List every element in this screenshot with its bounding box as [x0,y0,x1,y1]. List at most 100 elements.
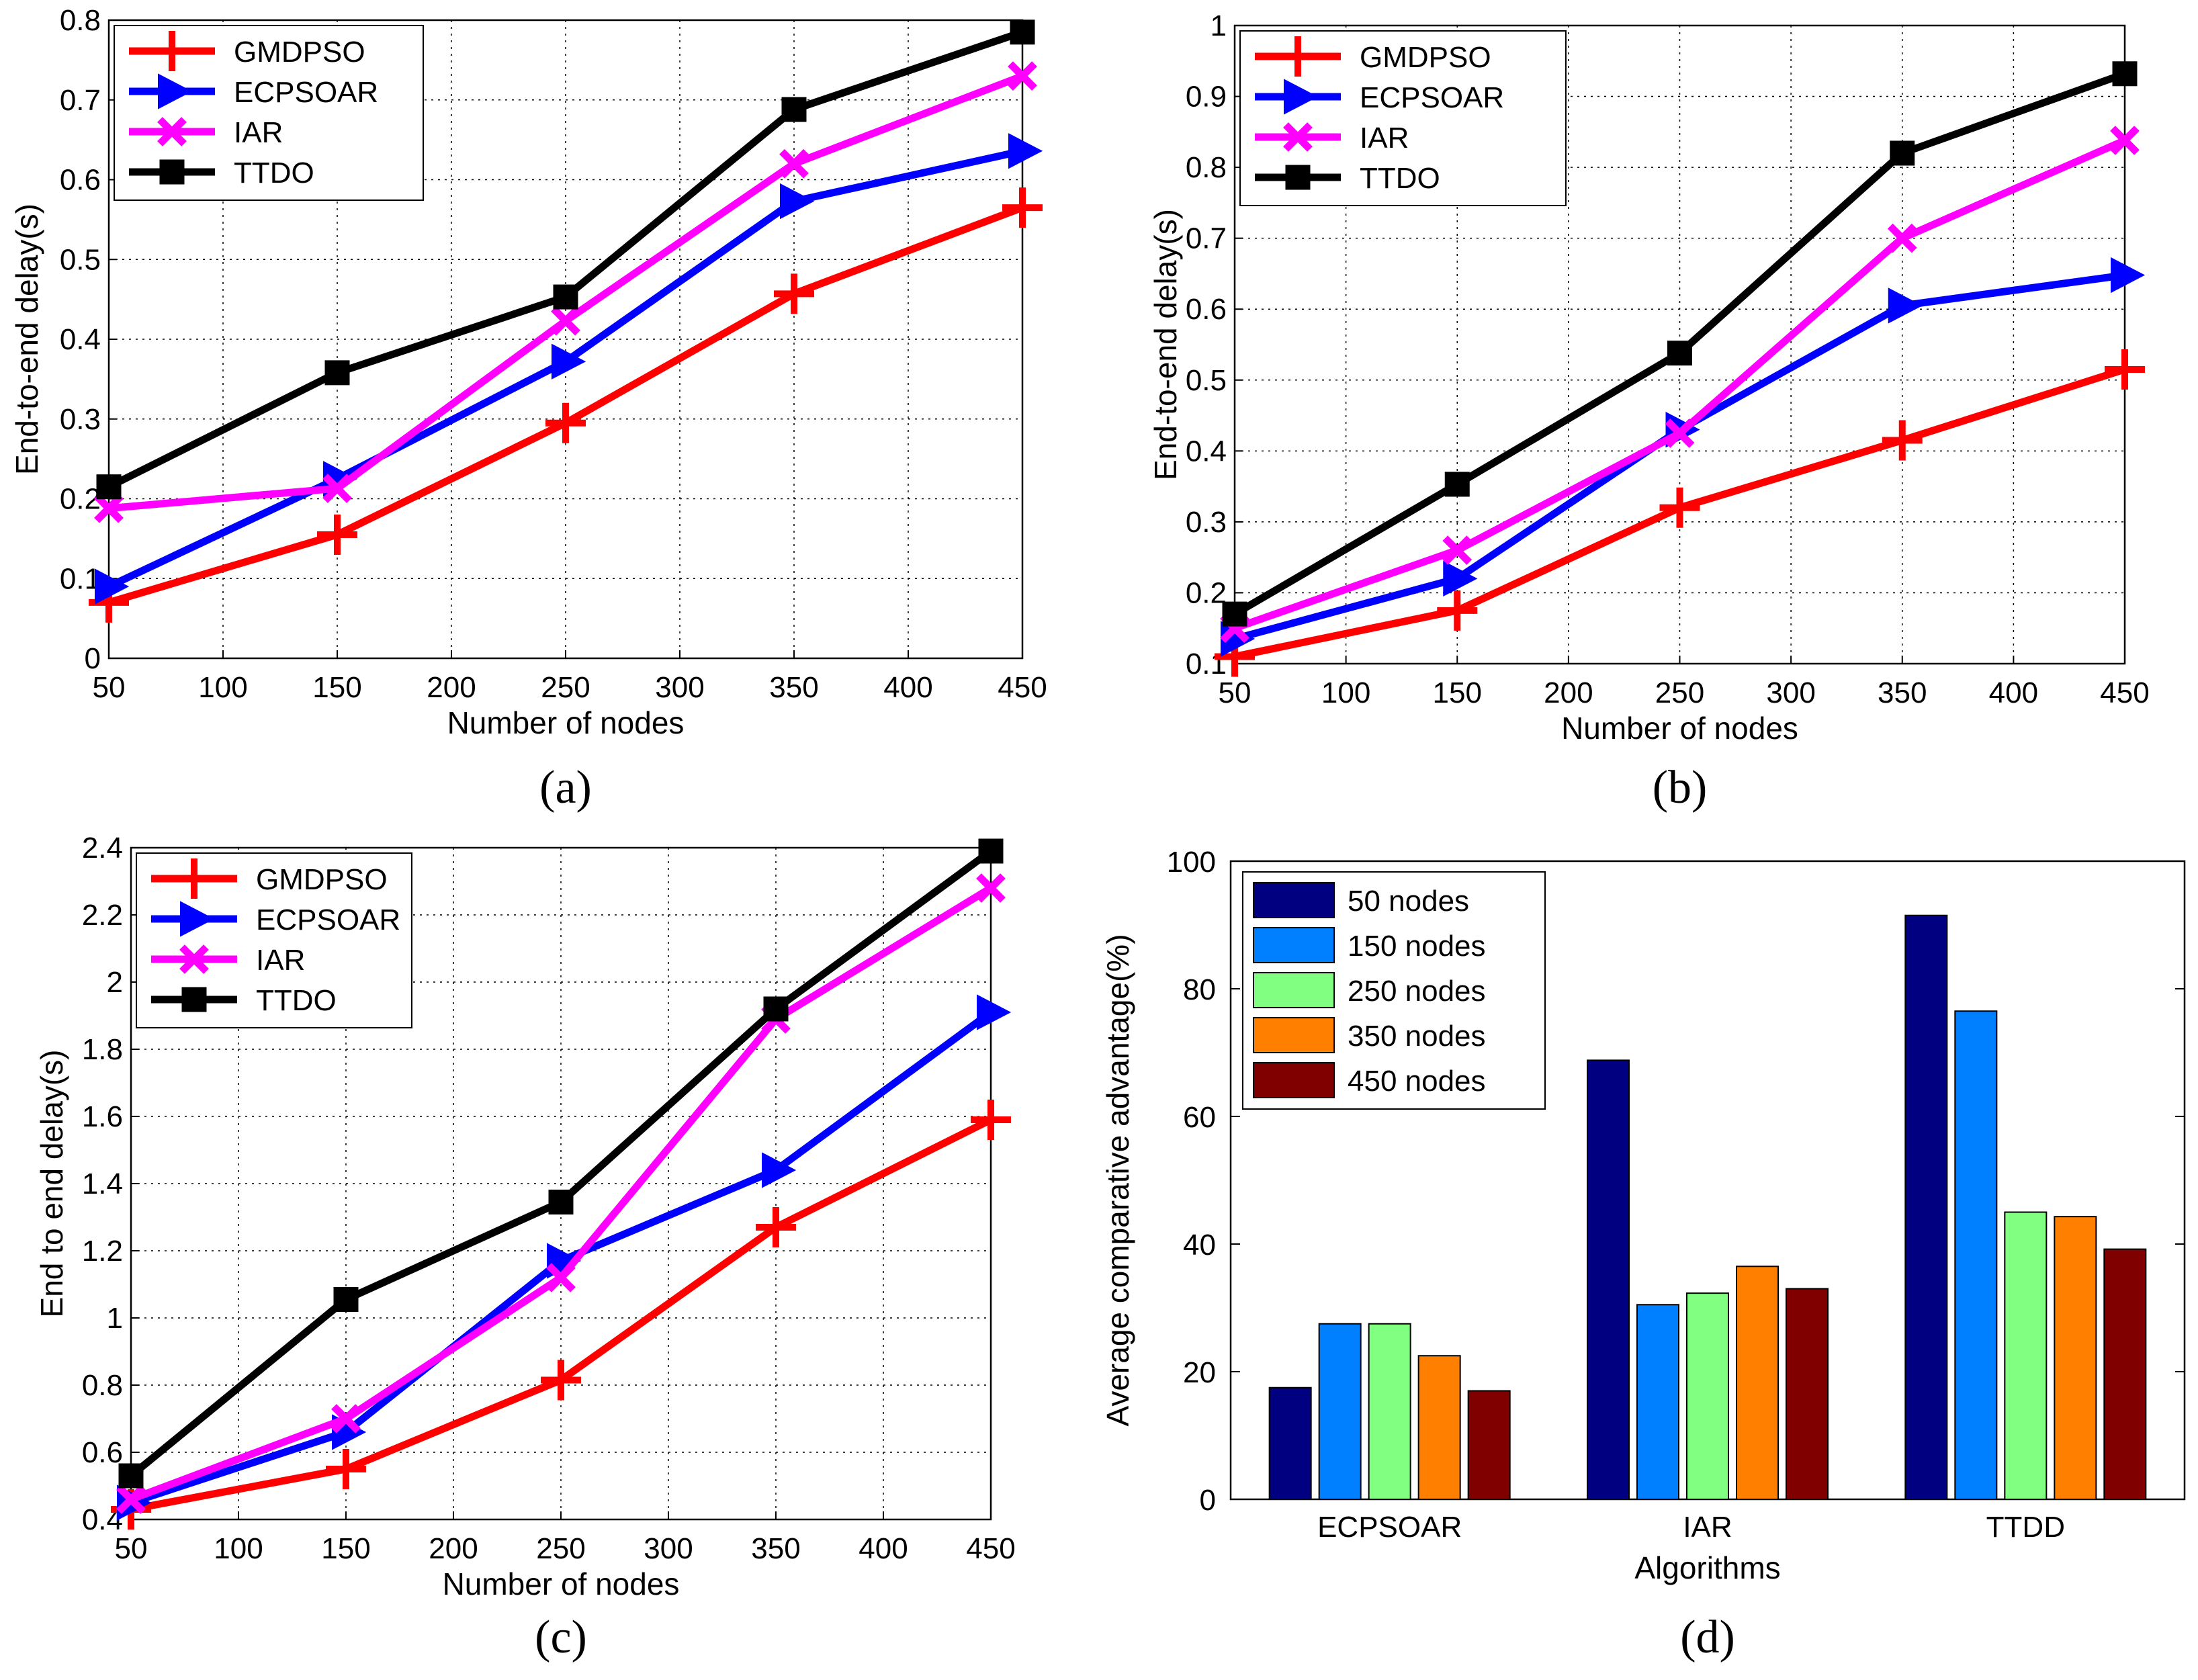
y-tick-label: 1 [1211,9,1227,42]
y-tick-label: 1 [107,1302,123,1335]
legend: GMDPSO ECPSOAR IAR TTDO [114,25,424,201]
bar-ecpsoar-50-nodes [1268,1386,1312,1500]
legend-label: 250 nodes [1348,975,1486,1008]
legend-marker-iar [1283,122,1313,152]
legend-label: TTDO [234,157,314,189]
x-tick-label: 200 [427,671,476,704]
legend-marker-gmdpso [174,858,214,899]
x-axis-label: Number of nodes [1561,711,1798,746]
data-point-ecpsoar [780,183,815,220]
data-point-ttdo [1222,601,1247,627]
y-tick-label: 0.1 [60,562,101,595]
y-tick-label: 1.6 [82,1100,123,1133]
x-tick-label: 350 [769,671,818,704]
x-tick-label: 300 [1766,676,1815,709]
legend-label: 350 nodes [1348,1020,1486,1053]
legend-swatch [1253,972,1335,1008]
y-tick-label: 2.2 [82,899,123,932]
legend-label: GMDPSO [256,863,388,896]
data-point-ttdo [2112,61,2138,87]
panel-caption: (b) [1653,762,1708,813]
bar-ecpsoar-150-nodes [1318,1323,1362,1500]
data-point-ecpsoar [1888,288,1923,324]
y-tick-label: 20 [1183,1356,1216,1389]
bar-ecpsoar-250-nodes [1368,1323,1411,1500]
bar-iar-350-nodes [1736,1266,1779,1500]
data-point-ttdo [1010,19,1035,45]
legend-label: 50 nodes [1348,885,1469,918]
legend-label: 150 nodes [1348,930,1486,963]
legend-label: GMDPSO [234,36,365,69]
x-tick-label: 300 [655,671,704,704]
y-tick-label: 0.4 [1186,435,1227,468]
data-point-iar [1008,61,1037,91]
data-point-gmdpso [1882,420,1923,461]
x-tick-label: 450 [966,1532,1015,1565]
legend-marker-iar [179,944,209,974]
bar-iar-150-nodes [1636,1304,1679,1500]
data-point-ttdo [1444,472,1470,497]
data-point-iar [1887,223,1917,253]
x-tick-label: 250 [536,1532,585,1565]
y-tick-label: 60 [1183,1101,1216,1134]
data-point-iar [546,1263,576,1292]
x-tick-label: 150 [312,671,361,704]
panel-d: 0 20 40 60 80 100 ECPSOAR IAR TTDD Algorithms Aver… [1100,846,2186,1663]
x-tick-label: 300 [644,1532,693,1565]
bar-ecpsoar-450-nodes [1467,1390,1511,1500]
data-point-gmdpso [541,1360,581,1401]
data-point-iar [1665,418,1695,448]
data-point-ttdo [324,360,350,386]
legend-marker-ecpsoar [1284,79,1319,115]
y-axis-label: End-to-end delay(s) [9,204,44,475]
y-tick-label: 0.8 [60,4,101,37]
y-tick-label: 0.3 [1186,506,1227,539]
legend-marker-gmdpso [152,31,192,71]
data-point-iar [779,148,809,179]
data-point-ecpsoar [95,568,130,605]
data-point-iar [116,1485,146,1514]
legend-label: IAR [1360,122,1409,154]
y-tick-label: 0 [85,642,101,675]
data-point-ttdo [118,1463,144,1489]
bar-iar-50-nodes [1587,1059,1630,1500]
y-tick-label: 0.3 [60,403,101,436]
x-tick-label: 350 [751,1532,800,1565]
x-tick-label: 50 [93,671,126,704]
data-point-ttdo [763,996,789,1022]
legend-label: ECPSOAR [256,903,400,936]
x-tick-label: 200 [429,1532,478,1565]
bar-ttdd-50-nodes [1904,914,1948,1500]
y-tick-label: 2 [107,966,123,999]
legend-marker-gmdpso [1278,36,1318,77]
x-tick-label: 400 [1989,676,2038,709]
panel-b: 50 100 150 200 250 300 350 400 450 0.1 0.2 0.3 0.4 0.… [1148,9,2150,813]
legend-swatch [1253,1062,1335,1098]
data-point-ttdo [781,97,807,122]
data-point-gmdpso [2105,349,2145,390]
legend: GMDPSO ECPSOAR IAR TTDO [1239,30,1567,206]
data-point-ecpsoar [552,343,586,380]
y-tick-label: 100 [1167,846,1216,879]
y-tick-label: 0.9 [1186,81,1227,114]
data-point-ttdo [553,284,578,310]
x-tick-label: 250 [1655,676,1704,709]
y-tick-label: 40 [1183,1229,1216,1262]
panel-caption: (c) [535,1611,587,1663]
legend-swatch [1253,882,1335,918]
bar-ttdd-450-nodes [2103,1248,2147,1500]
legend-label: GMDPSO [1360,41,1491,74]
data-point-iar [322,474,352,503]
x-axis-label: Number of nodes [443,1566,680,1601]
legend-label: TTDO [256,984,337,1017]
data-point-ecpsoar [977,994,1012,1030]
x-tick-label: ECPSOAR [1317,1511,1462,1544]
y-tick-label: 0.5 [60,243,101,276]
data-point-gmdpso [971,1100,1011,1140]
legend-label: TTDO [1360,162,1440,195]
y-axis-label: End to end delay(s) [34,1050,69,1318]
panel-caption: (a) [539,762,592,813]
legend-label: IAR [256,944,305,977]
y-tick-label: 2.4 [82,832,123,865]
